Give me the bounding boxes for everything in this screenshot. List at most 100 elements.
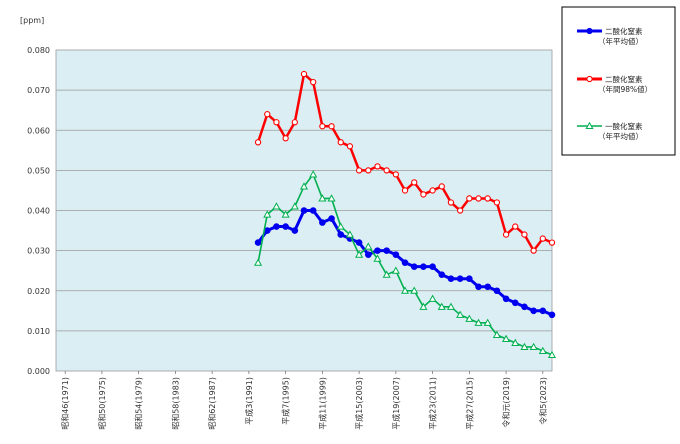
data-point — [263, 210, 272, 218]
data-point — [337, 231, 345, 238]
data-point — [456, 310, 465, 318]
data-point — [281, 210, 290, 218]
x-tick-label: 昭和58(1983) — [171, 377, 180, 430]
y-axis-ticks: 0.000 0.010 0.020 0.030 0.040 0.050 0.060 0.070… — [27, 46, 50, 376]
y-tick-label: 0.020 — [27, 287, 50, 296]
x-tick-label: 平成27(2015) — [464, 377, 474, 430]
data-point — [429, 187, 436, 194]
data-point — [355, 167, 363, 174]
legend-series-sub: （年間98%値） — [598, 84, 652, 94]
data-point — [521, 231, 528, 238]
data-point — [547, 350, 557, 359]
data-point — [511, 299, 519, 307]
data-point — [374, 247, 381, 254]
grid-lines — [56, 89, 552, 332]
data-point — [447, 275, 455, 283]
data-point — [493, 287, 501, 295]
data-point — [327, 194, 336, 202]
data-point — [420, 263, 427, 270]
data-point — [446, 302, 456, 310]
data-point — [521, 303, 528, 311]
data-point — [539, 307, 547, 315]
x-tick-label: 平成19(2007) — [391, 377, 401, 430]
y-tick-label: 0.000 — [27, 367, 50, 376]
data-point — [328, 215, 335, 222]
data-point — [456, 207, 464, 214]
data-point — [502, 295, 510, 303]
x-tick-label: 昭和46(1971) — [61, 377, 70, 430]
data-point — [373, 254, 382, 262]
legend-series-sub: （年平均値） — [598, 36, 643, 46]
data-point — [272, 202, 281, 210]
data-point — [319, 123, 326, 130]
data-point — [254, 139, 262, 146]
series — [254, 207, 556, 319]
data-point — [428, 294, 437, 302]
x-tick-label: 昭和62(1987) — [208, 377, 217, 430]
data-point — [502, 334, 511, 342]
data-point — [299, 182, 309, 190]
data-point — [493, 199, 501, 206]
data-point — [410, 263, 418, 270]
data-point — [291, 119, 298, 126]
data-point — [401, 259, 409, 266]
data-point — [465, 314, 474, 322]
data-point — [420, 191, 427, 198]
y-tick-label: 0.050 — [27, 166, 50, 175]
y-tick-label: 0.060 — [27, 126, 50, 135]
x-tick-label: 令和5(2023) — [538, 377, 548, 425]
series — [254, 70, 556, 254]
data-point — [438, 271, 446, 279]
data-point — [364, 242, 373, 250]
data-point — [585, 121, 594, 130]
y-tick-label: 0.010 — [27, 327, 50, 336]
data-point — [475, 195, 482, 202]
data-point — [401, 187, 409, 194]
y-tick-label: 0.040 — [27, 207, 50, 216]
data-point — [374, 163, 381, 170]
data-point — [391, 266, 400, 274]
data-point — [282, 135, 289, 142]
series — [254, 170, 557, 359]
data-point — [483, 318, 492, 326]
data-point — [254, 258, 263, 266]
data-point — [548, 239, 556, 246]
data-point — [447, 199, 455, 206]
data-point — [512, 223, 519, 230]
unit-label: [ppm] — [20, 16, 44, 25]
x-tick-label: 平成23(2011) — [428, 377, 438, 430]
data-point — [400, 286, 410, 294]
data-point — [300, 207, 308, 214]
data-point — [530, 247, 537, 254]
y-tick-label: 0.080 — [27, 46, 50, 55]
x-tick-label: 昭和50(1975) — [98, 377, 107, 430]
data-point — [586, 27, 593, 35]
data-point — [539, 235, 546, 242]
data-point — [466, 275, 473, 283]
data-point — [318, 194, 327, 202]
data-point — [273, 223, 280, 230]
data-point — [382, 270, 391, 278]
series-group — [254, 70, 557, 359]
data-point — [264, 111, 271, 118]
x-tick-label: 令和元(2019) — [501, 377, 511, 428]
data-point — [530, 307, 537, 315]
data-point — [529, 342, 538, 350]
data-point — [300, 70, 308, 78]
data-point — [282, 223, 289, 230]
data-point — [254, 239, 262, 246]
data-point — [310, 78, 317, 86]
data-point — [355, 239, 363, 246]
legend-series-name: 一酸化窒素 — [605, 121, 643, 131]
data-point — [319, 219, 326, 226]
x-tick-label: 平成11(1999) — [317, 377, 327, 430]
data-point — [328, 123, 335, 130]
data-point — [273, 119, 280, 126]
data-point — [502, 231, 510, 238]
data-point — [429, 263, 436, 270]
data-point — [364, 251, 372, 258]
data-point — [383, 167, 390, 174]
data-point — [309, 170, 318, 178]
data-point — [383, 247, 390, 254]
data-point — [392, 171, 400, 178]
